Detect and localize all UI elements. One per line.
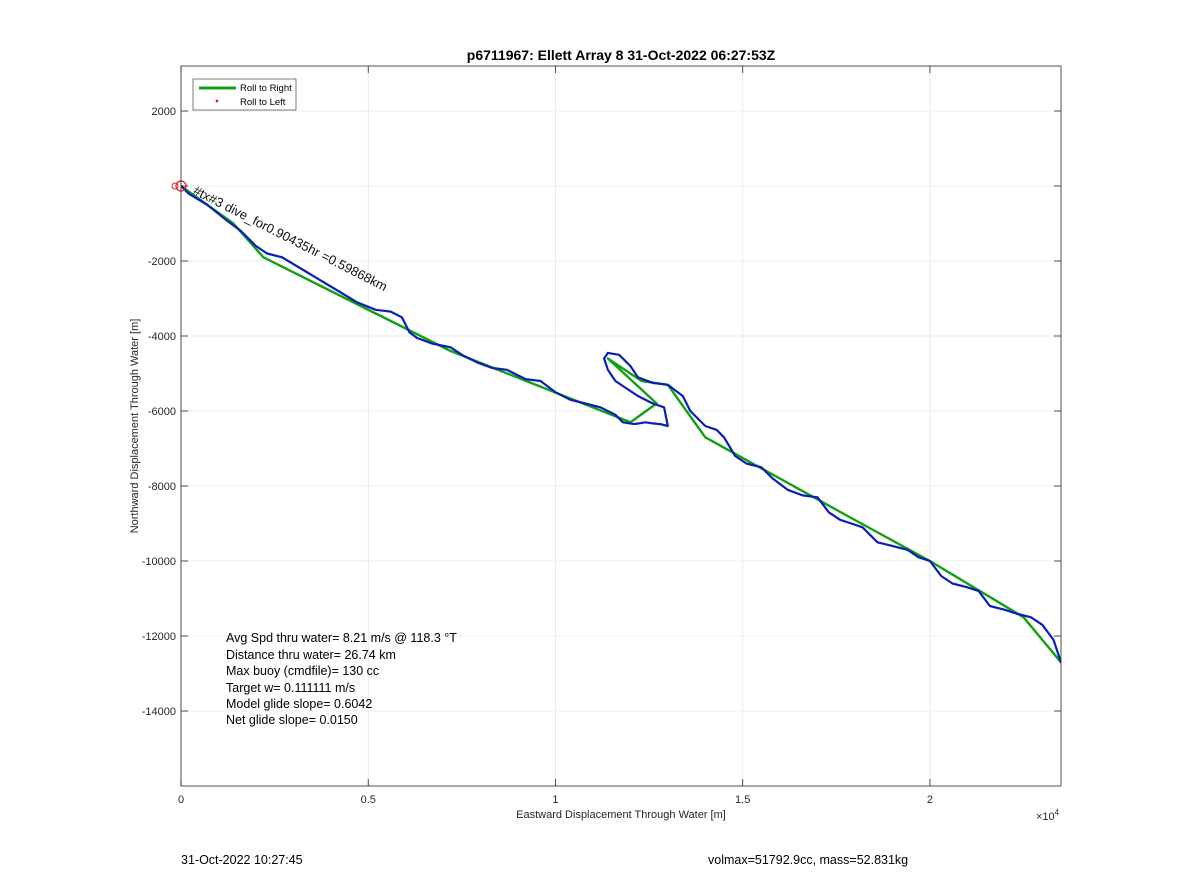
x-axis-label: Eastward Displacement Through Water [m] [516, 809, 726, 821]
legend-label-roll-right: Roll to Right [240, 83, 292, 94]
stats-avg-speed: Avg Spd thru water= 8.21 m/s @ 118.3 °T [226, 631, 457, 645]
x-exponent-base: ×10 [1036, 811, 1055, 823]
grid [180, 66, 1061, 786]
start-marker-small [171, 182, 179, 190]
y-tick-label: -10000 [142, 556, 176, 568]
y-tick-label: 2000 [152, 106, 176, 118]
y-tick-label: -8000 [148, 481, 176, 493]
legend-box [192, 78, 297, 111]
x-tick-label: 1.5 [735, 794, 750, 806]
legend: Roll to Right Roll to Left [192, 78, 297, 111]
y-tick-label: -4000 [148, 331, 176, 343]
x-tick-label: 0 [178, 794, 184, 806]
tick-layer: 0 0.5 1 1.5 2 2000 -2000 -4000 -6000 -8000 -10000 -… [142, 66, 1061, 806]
x-tick-label: 0.5 [361, 794, 376, 806]
x-tick-label: 2 [927, 794, 933, 806]
legend-swatch-roll-left [215, 99, 219, 103]
y-tick-label: -6000 [148, 406, 176, 418]
y-axis-label: Northward Displacement Through Water [m] [129, 319, 141, 534]
y-tick-label: -14000 [142, 706, 176, 718]
stats-distance: Distance thru water= 26.74 km [226, 648, 396, 662]
stats-model-glide: Model glide slope= 0.6042 [226, 697, 372, 711]
y-tick-label: -12000 [142, 631, 176, 643]
footer-volmax-mass: volmax=51792.9cc, mass=52.831kg [708, 853, 908, 867]
plot-area [181, 66, 1061, 786]
stats-block: Avg Spd thru water= 8.21 m/s @ 118.3 °T … [226, 631, 457, 727]
stats-target-w: Target w= 0.111111 m/s [226, 681, 355, 695]
chart-title: p6711967: Ellett Array 8 31-Oct-2022 06:… [467, 47, 776, 63]
x-tick-label: 1 [552, 794, 558, 806]
series-roll-to-right [181, 184, 1061, 664]
x-exponent-label: ×104 [1036, 808, 1060, 823]
series-track [181, 184, 1061, 664]
stats-net-glide: Net glide slope= 0.0150 [226, 713, 358, 727]
x-exponent-power: 4 [1055, 808, 1060, 817]
footer-timestamp: 31-Oct-2022 10:27:45 [181, 853, 303, 867]
legend-label-roll-left: Roll to Left [240, 97, 286, 108]
y-tick-label: -2000 [148, 256, 176, 268]
plot-frame [180, 65, 1062, 787]
stats-max-buoy: Max buoy (cmdfile)= 130 cc [226, 664, 379, 678]
